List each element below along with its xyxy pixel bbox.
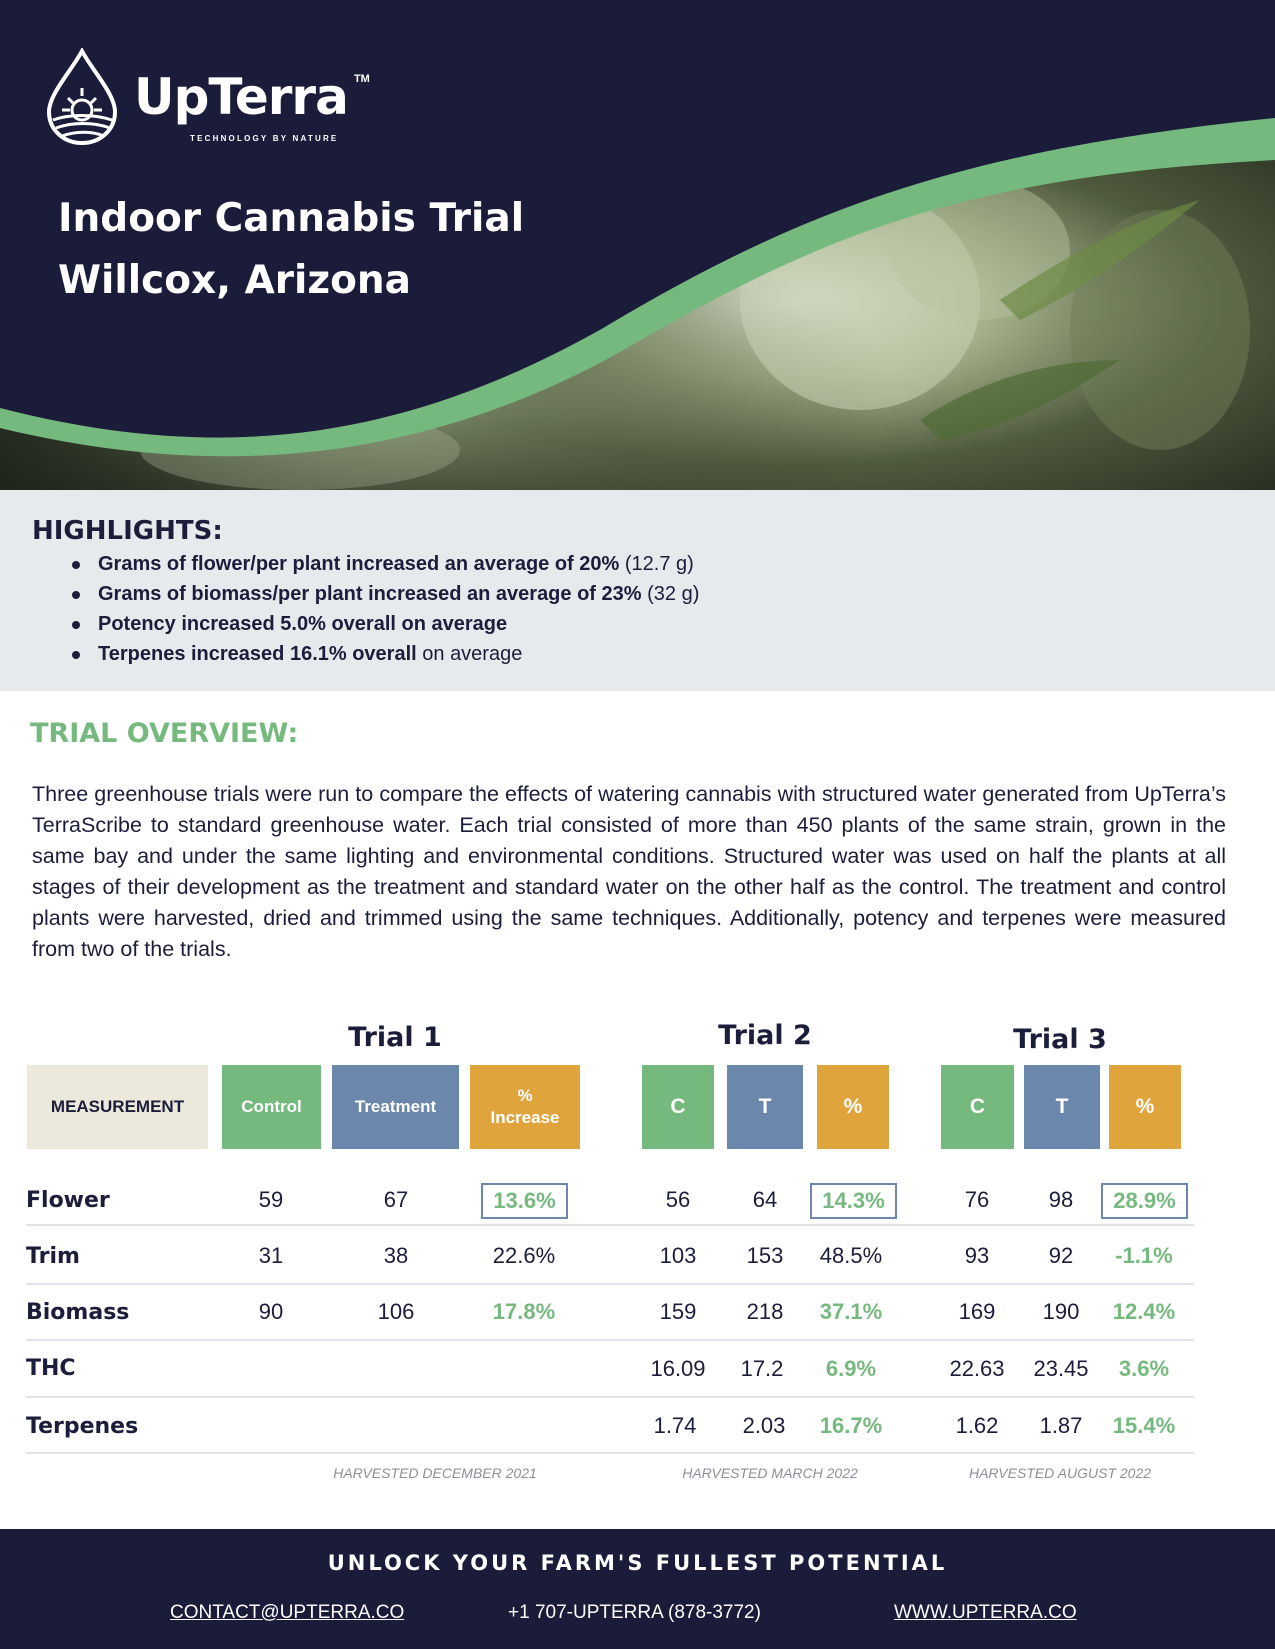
table-cell: 76 bbox=[964, 1187, 990, 1212]
trial-overview-text: Three greenhouse trials were run to comp… bbox=[32, 782, 1226, 961]
table-cell: 37.1% bbox=[819, 1299, 883, 1324]
row-label-terpenes: Terpenes bbox=[26, 1414, 139, 1439]
table-cell: 38 bbox=[383, 1243, 409, 1268]
table-cell: 59 bbox=[258, 1187, 284, 1212]
table-cell: 159 bbox=[659, 1299, 697, 1324]
table-cell: 12.4% bbox=[1112, 1299, 1176, 1324]
highlight-item: Grams of biomass/per plant increased an … bbox=[72, 579, 1243, 609]
row-divider bbox=[26, 1452, 1194, 1454]
table-cell: 1.62 bbox=[955, 1413, 999, 1438]
trial-overview-title: TRIAL OVERVIEW: bbox=[30, 718, 299, 749]
table-cell: 67 bbox=[383, 1187, 409, 1212]
trial-2-harvest-note: HARVESTED MARCH 2022 bbox=[682, 1465, 858, 1481]
table-cell: 153 bbox=[746, 1243, 784, 1268]
row-label-biomass: Biomass bbox=[26, 1300, 130, 1325]
table-cell: 56 bbox=[665, 1187, 691, 1212]
logo-wordmark: UpTerra bbox=[134, 68, 349, 126]
table-cell: 6.9% bbox=[825, 1356, 877, 1381]
table-cell: 2.03 bbox=[742, 1413, 786, 1438]
table-cell: 90 bbox=[258, 1299, 284, 1324]
row-divider bbox=[26, 1339, 1194, 1341]
trial-1-harvest-note: HARVESTED DECEMBER 2021 bbox=[333, 1465, 537, 1481]
upterra-logo: UpTerra TM bbox=[44, 48, 370, 146]
row-label-flower: Flower bbox=[26, 1188, 110, 1213]
table-cell: 48.5% bbox=[819, 1243, 883, 1268]
trial-3-increase-header: % bbox=[1109, 1065, 1181, 1149]
row-divider bbox=[26, 1224, 1194, 1226]
table-cell-highlighted: 14.3% bbox=[810, 1183, 897, 1219]
table-cell: 31 bbox=[258, 1243, 284, 1268]
table-cell: 1.74 bbox=[653, 1413, 697, 1438]
row-divider bbox=[26, 1396, 1194, 1398]
page-title: Indoor Cannabis Trial Willcox, Arizona bbox=[58, 188, 524, 312]
trial-1-title: Trial 1 bbox=[348, 1022, 442, 1053]
highlights-title: HIGHLIGHTS: bbox=[32, 516, 223, 546]
table-cell: 103 bbox=[659, 1243, 697, 1268]
hero-background bbox=[0, 0, 1275, 490]
trial-1-increase-header: % Increase bbox=[470, 1065, 580, 1149]
footer: UNLOCK YOUR FARM'S FULLEST POTENTIAL CON… bbox=[0, 1529, 1275, 1649]
table-cell: -1.1% bbox=[1115, 1243, 1173, 1268]
table-cell: 169 bbox=[958, 1299, 996, 1324]
table-cell: 218 bbox=[746, 1299, 784, 1324]
table-cell: 17.8% bbox=[492, 1299, 556, 1324]
trial-1-treatment-header: Treatment bbox=[332, 1065, 459, 1149]
table-cell: 106 bbox=[377, 1299, 415, 1324]
table-cell: 16.7% bbox=[819, 1413, 883, 1438]
row-label-thc: THC bbox=[26, 1356, 76, 1381]
highlight-item: Potency increased 5.0% overall on averag… bbox=[72, 609, 1243, 639]
email-link[interactable]: CONTACT@UPTERRA.CO bbox=[170, 1602, 405, 1623]
title-line-2: Willcox, Arizona bbox=[58, 258, 411, 303]
highlight-item: Terpenes increased 16.1% overall on aver… bbox=[72, 639, 1243, 669]
table-cell: 92 bbox=[1048, 1243, 1074, 1268]
measurement-header: MEASUREMENT bbox=[27, 1065, 208, 1149]
website-link[interactable]: WWW.UPTERRA.CO bbox=[894, 1602, 1077, 1623]
trial-3-harvest-note: HARVESTED AUGUST 2022 bbox=[968, 1465, 1152, 1481]
table-cell-highlighted: 13.6% bbox=[481, 1183, 568, 1219]
title-line-1: Indoor Cannabis Trial bbox=[58, 196, 525, 241]
highlights-section: HIGHLIGHTS: Grams of flower/per plant in… bbox=[0, 490, 1275, 691]
trial-1-control-header: Control bbox=[222, 1065, 321, 1149]
table-cell: 16.09 bbox=[650, 1356, 706, 1381]
logo-tagline: TECHNOLOGY BY NATURE bbox=[190, 134, 339, 143]
trial-3-control-header: C bbox=[941, 1065, 1014, 1149]
row-divider bbox=[26, 1283, 1194, 1285]
table-cell: 23.45 bbox=[1033, 1356, 1089, 1381]
table-cell: 64 bbox=[752, 1187, 778, 1212]
table-cell: 22.63 bbox=[949, 1356, 1005, 1381]
green-wave bbox=[0, 118, 1275, 457]
table-cell: 93 bbox=[964, 1243, 990, 1268]
row-label-trim: Trim bbox=[26, 1244, 80, 1269]
highlights-list: Grams of flower/per plant increased an a… bbox=[32, 549, 1243, 669]
table-cell: 15.4% bbox=[1112, 1413, 1176, 1438]
hero-header: UpTerra TM TECHNOLOGY BY NATURE Indoor C… bbox=[0, 0, 1275, 490]
footer-title: UNLOCK YOUR FARM'S FULLEST POTENTIAL bbox=[327, 1551, 948, 1575]
table-cell: 98 bbox=[1048, 1187, 1074, 1212]
table-cell: 17.2 bbox=[740, 1356, 784, 1381]
water-drop-logo-icon bbox=[46, 48, 118, 146]
trial-3-title: Trial 3 bbox=[1013, 1024, 1107, 1055]
trademark-mark: TM bbox=[353, 73, 370, 85]
trial-2-increase-header: % bbox=[817, 1065, 889, 1149]
trial-2-control-header: C bbox=[642, 1065, 714, 1149]
trial-2-title: Trial 2 bbox=[718, 1020, 812, 1051]
table-cell: 22.6% bbox=[492, 1243, 556, 1268]
highlight-item: Grams of flower/per plant increased an a… bbox=[72, 549, 1243, 579]
table-cell: 1.87 bbox=[1039, 1413, 1083, 1438]
trial-2-treatment-header: T bbox=[727, 1065, 803, 1149]
table-cell-highlighted: 28.9% bbox=[1101, 1183, 1188, 1219]
table-cell: 190 bbox=[1042, 1299, 1080, 1324]
table-cell: 3.6% bbox=[1118, 1356, 1170, 1381]
phone-number: +1 707-UPTERRA (878-3772) bbox=[508, 1602, 761, 1623]
trial-3-treatment-header: T bbox=[1024, 1065, 1100, 1149]
